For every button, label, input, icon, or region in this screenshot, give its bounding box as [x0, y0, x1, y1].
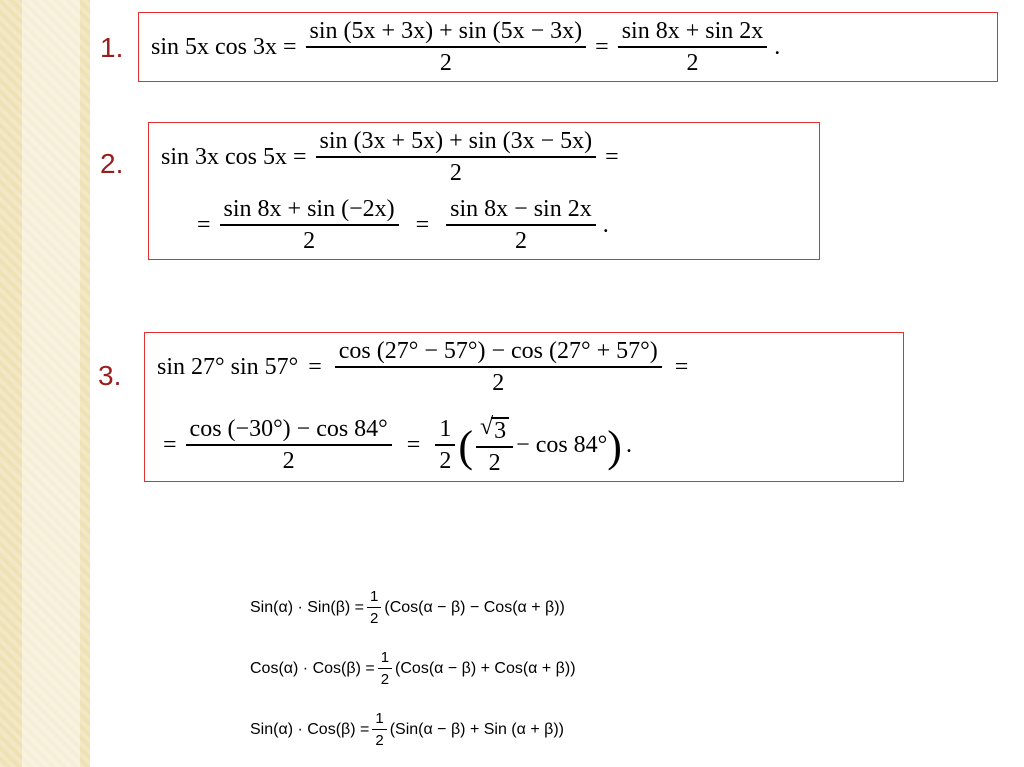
box3-sqrt-num: √ 3	[476, 415, 513, 448]
equals: =	[197, 213, 211, 237]
equals: =	[595, 35, 609, 59]
radical-icon: √ 3	[480, 417, 509, 443]
box1-frac2-num: sin 8x + sin 2x	[618, 19, 768, 48]
box3-line2-frac1-num: cos (−30°) − cos 84°	[186, 417, 392, 446]
ref1-left: Sin(α) · Sin(β) =	[250, 599, 364, 617]
box2-line1-frac-num: sin (3x + 5x) + sin (3x − 5x)	[316, 129, 597, 158]
box2-line2-frac1-num: sin 8x + sin (−2x)	[220, 197, 399, 226]
ref1-half-den: 2	[367, 608, 381, 627]
label-two: 2.	[100, 148, 123, 180]
box3-half-den: 2	[435, 446, 455, 473]
formula-box-1: sin 5x cos 3x = sin (5x + 3x) + sin (5x …	[138, 12, 998, 82]
box3-half: 1 2	[435, 417, 455, 473]
equals: =	[163, 433, 177, 457]
box3-line1-frac: cos (27° − 57°) − cos (27° + 57°) 2	[335, 339, 662, 395]
box3-minus-term: − cos 84°	[516, 433, 607, 457]
box1-frac2: sin 8x + sin 2x 2	[618, 19, 768, 75]
equals: =	[605, 145, 619, 169]
box3-trail: .	[626, 433, 632, 457]
box3-line2-frac1: cos (−30°) − cos 84° 2	[186, 417, 392, 473]
ref2-half-den: 2	[378, 669, 392, 688]
box2-trail: .	[603, 213, 609, 237]
box3-line1-frac-num: cos (27° − 57°) − cos (27° + 57°)	[335, 339, 662, 368]
equals: =	[407, 433, 421, 457]
box1-frac1-den: 2	[436, 48, 456, 75]
ref1-right: (Cos(α − β) − Cos(α + β))	[384, 599, 564, 617]
box2-line2-frac1-den: 2	[299, 226, 319, 253]
box2-line1-frac: sin (3x + 5x) + sin (3x − 5x) 2	[316, 129, 597, 185]
ref-row-2: Cos(α) · Cos(β) = 1 2 (Cos(α − β) + Cos(…	[250, 649, 576, 688]
box2-line1-frac-den: 2	[446, 158, 466, 185]
box2-line2-frac1: sin 8x + sin (−2x) 2	[220, 197, 399, 253]
box2-line2-frac2: sin 8x − sin 2x 2	[446, 197, 596, 253]
reference-formulas: Sin(α) · Sin(β) = 1 2 (Cos(α − β) − Cos(…	[250, 588, 576, 767]
page: 1. sin 5x cos 3x = sin (5x + 3x) + sin (…	[0, 0, 1024, 767]
close-paren: )	[607, 427, 622, 467]
equals: =	[308, 355, 322, 379]
equals: =	[293, 145, 307, 169]
box2-line2-frac2-num: sin 8x − sin 2x	[446, 197, 596, 226]
ref3-half: 1 2	[372, 710, 386, 749]
box3-half-num: 1	[435, 417, 455, 446]
open-paren: (	[458, 427, 473, 467]
equals: =	[675, 355, 689, 379]
box2-line2-frac2-den: 2	[511, 226, 531, 253]
ref1-half-num: 1	[367, 588, 381, 608]
ref3-half-den: 2	[372, 730, 386, 749]
box3-sqrt-den: 2	[485, 448, 505, 475]
box2-line1-lhs: sin 3x cos 5x	[161, 145, 287, 169]
box1-frac1-num: sin (5x + 3x) + sin (5x − 3x)	[306, 19, 587, 48]
ref3-half-num: 1	[372, 710, 386, 730]
ref-row-1: Sin(α) · Sin(β) = 1 2 (Cos(α − β) − Cos(…	[250, 588, 576, 627]
box1-frac2-den: 2	[682, 48, 702, 75]
ref-row-3: Sin(α) · Cos(β) = 1 2 (Sin(α − β) + Sin …	[250, 710, 576, 749]
ref3-right: (Sin(α − β) + Sin (α + β))	[390, 721, 564, 739]
ref2-right: (Cos(α − β) + Cos(α + β))	[395, 660, 575, 678]
decorative-side-inner	[22, 0, 80, 767]
box3-sqrt-frac: √ 3 2	[476, 415, 513, 475]
label-one: 1.	[100, 32, 123, 64]
box1-frac1: sin (5x + 3x) + sin (5x − 3x) 2	[306, 19, 587, 75]
box1-trail: .	[774, 35, 780, 59]
box1-lhs: sin 5x cos 3x	[151, 35, 277, 59]
ref2-half-num: 1	[378, 649, 392, 669]
ref1-half: 1 2	[367, 588, 381, 627]
ref2-half: 1 2	[378, 649, 392, 688]
decorative-side-band	[0, 0, 90, 767]
equals: =	[416, 213, 430, 237]
box3-line1-lhs: sin 27° sin 57°	[157, 355, 298, 379]
box3-line2-frac1-den: 2	[279, 446, 299, 473]
ref2-left: Cos(α) · Cos(β) =	[250, 660, 375, 678]
ref3-left: Sin(α) · Cos(β) =	[250, 721, 369, 739]
formula-box-3: sin 27° sin 57° = cos (27° − 57°) − cos …	[144, 332, 904, 482]
label-three: 3.	[98, 360, 121, 392]
box3-radicand: 3	[491, 417, 509, 443]
formula-box-2: sin 3x cos 5x = sin (3x + 5x) + sin (3x …	[148, 122, 820, 260]
equals: =	[283, 35, 297, 59]
box3-line1-frac-den: 2	[488, 368, 508, 395]
